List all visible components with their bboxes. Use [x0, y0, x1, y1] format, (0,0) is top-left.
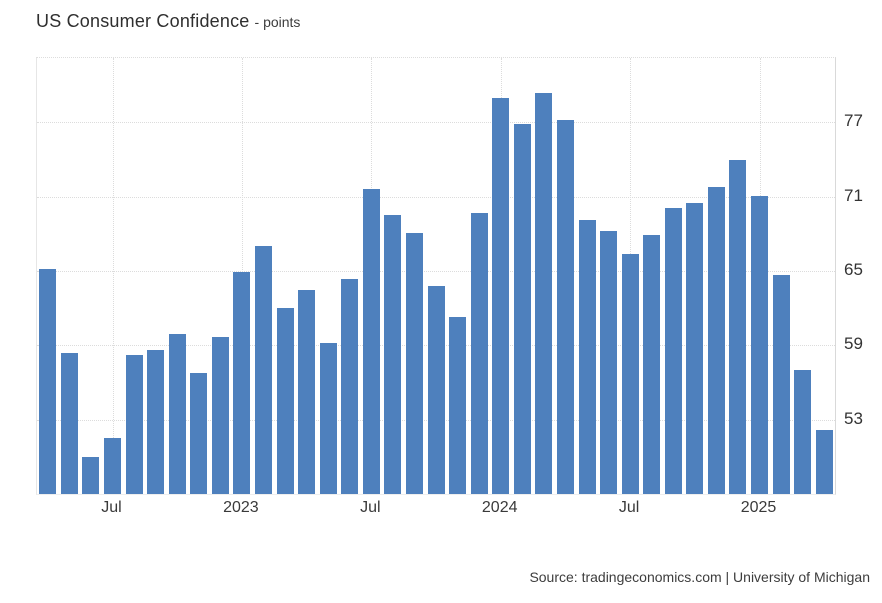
bar-jul-2024	[621, 253, 639, 494]
chart-header: US Consumer Confidence - points	[36, 11, 300, 32]
bar-aug-2023	[384, 215, 402, 494]
h-gridline-65	[37, 271, 835, 272]
v-gridline-jul	[112, 58, 114, 494]
bar-jun-2024	[600, 231, 617, 494]
plot-area	[36, 57, 836, 495]
bar-oct-2022	[168, 334, 186, 494]
bar-apr-2025	[815, 429, 833, 494]
bar-jan-2025	[751, 195, 768, 494]
bar-may-2022	[60, 352, 78, 494]
x-axis-label-2025: 2025	[740, 499, 777, 516]
x-axis-label-jul: Jul	[360, 499, 381, 516]
h-gridline-77	[37, 122, 835, 124]
x-axis-label-2024: 2024	[481, 499, 518, 516]
bar-nov-2022	[190, 372, 208, 494]
bar-mar-2025	[794, 370, 812, 494]
chart-title: US Consumer Confidence	[36, 11, 250, 31]
bar-dec-2022	[211, 336, 229, 494]
bar-apr-2024	[556, 119, 574, 494]
bar-jun-2022	[82, 456, 100, 494]
bar-aug-2024	[643, 235, 661, 494]
x-axis-label-jul: Jul	[101, 499, 122, 516]
chart-subtitle: - points	[254, 14, 301, 30]
bar-jan-2023	[233, 272, 251, 494]
bar-feb-2024	[513, 123, 531, 494]
bar-apr-2022	[39, 268, 57, 494]
bar-dec-2024	[729, 159, 747, 494]
bar-jul-2022	[104, 438, 121, 494]
bar-may-2024	[578, 220, 596, 494]
y-axis-label-59: 59	[844, 334, 863, 354]
bar-may-2023	[319, 342, 337, 494]
h-gridline-71	[37, 196, 835, 198]
bar-oct-2024	[686, 202, 704, 494]
bar-sep-2023	[405, 232, 423, 494]
bar-jul-2023	[362, 189, 380, 494]
bar-feb-2025	[772, 274, 790, 494]
source-text: Source: tradingeconomics.com | Universit…	[529, 569, 870, 585]
bar-aug-2022	[125, 355, 143, 494]
bar-apr-2023	[298, 289, 316, 494]
bar-feb-2023	[255, 246, 272, 494]
bar-jan-2024	[492, 97, 510, 494]
bar-nov-2023	[449, 316, 467, 494]
bar-sep-2022	[147, 350, 165, 494]
y-axis-label-77: 77	[844, 111, 863, 131]
bar-dec-2023	[470, 212, 488, 494]
x-axis-label-jul: Jul	[618, 499, 640, 516]
bar-jun-2023	[341, 278, 359, 494]
bar-nov-2024	[707, 186, 725, 494]
bar-oct-2023	[427, 285, 445, 494]
x-axis-label-2023: 2023	[223, 499, 259, 516]
bar-sep-2024	[664, 207, 682, 494]
y-axis-label-71: 71	[844, 185, 863, 205]
bar-mar-2023	[276, 308, 294, 494]
y-axis-label-65: 65	[844, 260, 863, 279]
bar-mar-2024	[535, 92, 553, 494]
y-axis-label-53: 53	[844, 408, 863, 428]
